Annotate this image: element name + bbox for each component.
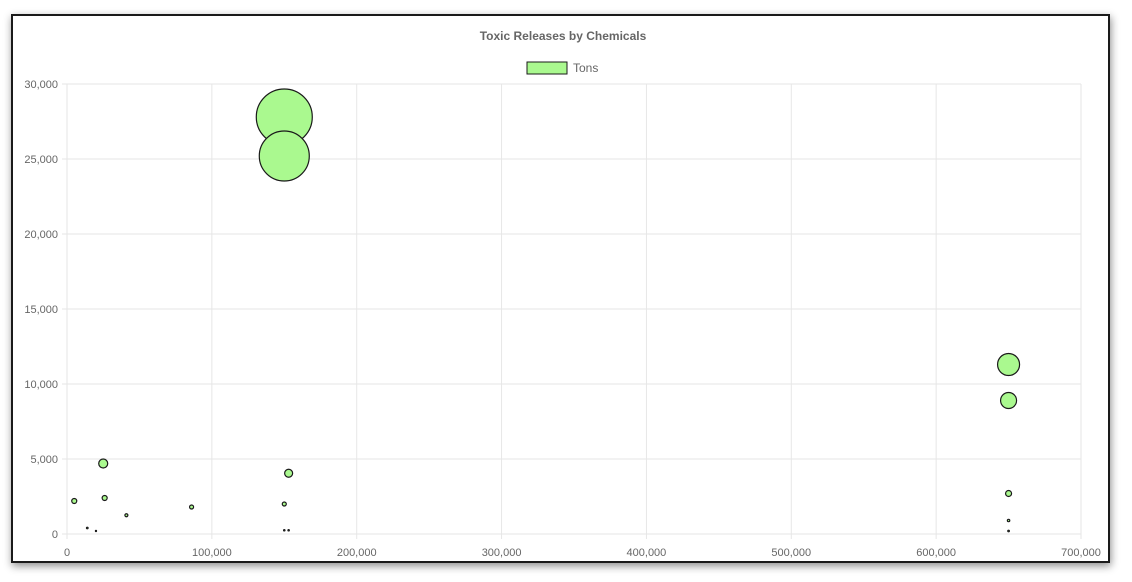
y-tick-label: 25,000: [24, 154, 58, 166]
x-axis: 0 100,000 200,000 300,000 400,000 500,000 600,…: [64, 547, 1101, 559]
bubble-point[interactable]: [281, 501, 287, 507]
x-tick-label: 0: [64, 547, 70, 559]
legend-label: Tons: [573, 61, 598, 75]
legend-swatch: [526, 61, 568, 75]
x-tick-label: 600,000: [916, 547, 956, 559]
chart-title: Toxic Releases by Chemicals: [480, 29, 647, 43]
y-tick-label: 15,000: [24, 304, 58, 316]
x-tick-label: 500,000: [771, 547, 811, 559]
bubble-point[interactable]: [98, 458, 109, 469]
y-tick-label: 5,000: [30, 454, 58, 466]
bubble-point[interactable]: [282, 528, 286, 532]
bubble-point[interactable]: [258, 130, 310, 182]
x-tick-label: 300,000: [482, 547, 522, 559]
bubble-point[interactable]: [284, 468, 294, 478]
y-tick-label: 30,000: [24, 79, 58, 91]
x-tick-label: 700,000: [1061, 547, 1101, 559]
bubble-point[interactable]: [1004, 489, 1013, 498]
y-tick-label: 0: [52, 529, 58, 541]
bubble-point[interactable]: [996, 352, 1021, 377]
x-tick-label: 400,000: [627, 547, 667, 559]
y-axis: 0 5,000 10,000 15,000 20,000 25,000 30,000: [24, 79, 58, 541]
bubble-point[interactable]: [287, 528, 290, 532]
x-tick-label: 100,000: [192, 547, 232, 559]
bubble-point[interactable]: [85, 526, 89, 530]
bubble-point[interactable]: [999, 391, 1018, 410]
chart-frame: [11, 14, 1110, 563]
bubble-point[interactable]: [1007, 529, 1010, 533]
bubble-point[interactable]: [71, 497, 78, 505]
bubble-point[interactable]: [94, 529, 98, 533]
y-tick-label: 20,000: [24, 229, 58, 241]
bubbles: [71, 88, 1021, 533]
bubble-point[interactable]: [124, 513, 129, 518]
bubble-point[interactable]: [188, 504, 195, 510]
bubble-point[interactable]: [101, 494, 108, 502]
grid: [62, 83, 1082, 539]
bubble-point[interactable]: [1006, 518, 1011, 523]
legend[interactable]: Tons: [526, 61, 598, 75]
x-tick-label: 200,000: [337, 547, 377, 559]
y-tick-label: 10,000: [24, 379, 58, 391]
